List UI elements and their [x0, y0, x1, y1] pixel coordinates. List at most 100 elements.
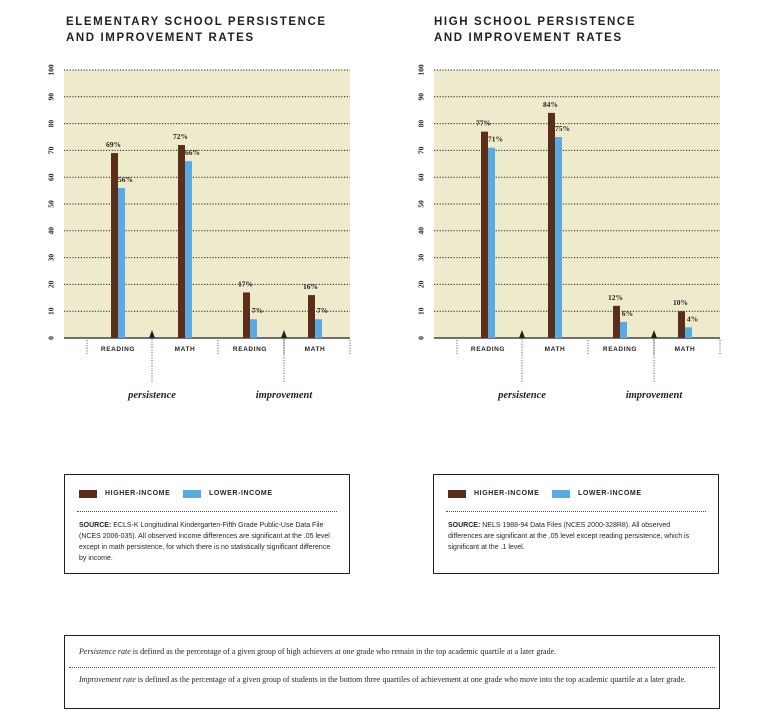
data-label: 75% — [555, 124, 570, 133]
source-note: SOURCE: ECLS-K Longitudinal Kindergarten… — [79, 520, 335, 564]
y-tick-label: 90 — [417, 93, 426, 101]
data-label: 69% — [106, 140, 121, 149]
group-label: persistence — [497, 390, 546, 401]
data-label: 16% — [303, 282, 318, 291]
chart-title: HIGH SCHOOL PERSISTENCE AND IMPROVEMENT … — [434, 14, 636, 46]
group-label: improvement — [256, 390, 314, 401]
y-tick-label: 40 — [47, 227, 56, 235]
bar-lower-income — [488, 147, 495, 338]
chart-title: ELEMENTARY SCHOOL PERSISTENCE AND IMPROV… — [66, 14, 327, 46]
y-tick-label: 100 — [417, 64, 426, 76]
high-school-chart: 0 10 20 30 40 50 60 70 80 90 100 77% 71% READING 84% 75… — [417, 64, 721, 401]
data-label: 4% — [687, 314, 698, 323]
data-label: 71% — [488, 135, 503, 144]
legend-label-lower-income: LOWER-INCOME — [209, 490, 273, 497]
definition-term: Persistence rate — [79, 647, 131, 656]
data-label: 84% — [543, 100, 558, 109]
definition-persistence: Persistence rate is defined as the perce… — [79, 646, 705, 657]
legend-label-higher-income: HIGHER-INCOME — [474, 490, 540, 497]
group-label: improvement — [626, 390, 684, 401]
source-text: ECLS-K Longitudinal Kindergarten-Fifth G… — [79, 522, 331, 562]
chart-title-line-2: AND IMPROVEMENT RATES — [66, 32, 255, 44]
y-tick-label: 10 — [47, 307, 56, 315]
bar-higher-income — [111, 153, 118, 338]
bar-higher-income — [178, 145, 185, 338]
elementary-chart: 0 10 20 30 40 50 60 70 80 90 100 69% 56% READING 72% 66… — [47, 64, 351, 401]
x-tick-label: READING — [233, 346, 267, 353]
data-label: 7% — [252, 306, 263, 315]
legend-box: HIGHER-INCOME LOWER-INCOME SOURCE: ECLS-… — [64, 474, 350, 574]
y-tick-label: 30 — [417, 254, 426, 262]
y-tick-label: 0 — [47, 336, 56, 340]
definitions-box: Persistence rate is defined as the perce… — [64, 635, 720, 709]
legend-swatch-lower-income — [183, 490, 201, 498]
y-tick-label: 20 — [47, 280, 56, 288]
y-tick-label: 50 — [417, 200, 426, 208]
bar-higher-income — [678, 311, 685, 338]
definition-term: Improvement rate — [79, 675, 136, 684]
legend-label-lower-income: LOWER-INCOME — [578, 490, 642, 497]
bar-higher-income — [481, 131, 488, 338]
x-tick-label: MATH — [545, 346, 566, 353]
x-tick-label: READING — [471, 346, 505, 353]
legend-swatch-higher-income — [79, 490, 97, 498]
bar-higher-income — [613, 305, 620, 338]
y-tick-label: 100 — [47, 64, 56, 76]
legend-swatch-lower-income — [552, 490, 570, 498]
data-label: 10% — [673, 298, 688, 307]
group-label: persistence — [127, 390, 176, 401]
definitions-divider — [69, 667, 715, 668]
definition-improvement: Improvement rate is defined as the perce… — [79, 674, 705, 685]
data-label: 56% — [118, 175, 133, 184]
data-label: 66% — [185, 148, 200, 157]
legend-swatch-higher-income — [448, 490, 466, 498]
x-tick-label: READING — [101, 346, 135, 353]
bar-higher-income — [243, 292, 250, 338]
source-text: NELS 1988-94 Data Files (NCES 2000-328R8… — [448, 522, 690, 551]
data-label: 12% — [608, 293, 623, 302]
bar-lower-income — [620, 321, 627, 338]
definition-text: is defined as the percentage of a given … — [130, 647, 557, 656]
y-tick-label: 60 — [417, 173, 426, 181]
y-tick-label: 80 — [47, 120, 56, 128]
x-tick-label: MATH — [175, 346, 196, 353]
y-tick-label: 70 — [417, 146, 426, 154]
definition-text: is defined as the percentage of a given … — [135, 675, 687, 684]
bar-higher-income — [548, 112, 555, 338]
y-tick-label: 90 — [47, 93, 56, 101]
legend: HIGHER-INCOME LOWER-INCOME — [79, 487, 399, 501]
bar-lower-income — [315, 319, 322, 338]
y-tick-label: 70 — [47, 146, 56, 154]
y-tick-label: 10 — [417, 307, 426, 315]
y-tick-label: 30 — [47, 254, 56, 262]
y-tick-label: 40 — [417, 227, 426, 235]
legend-box: HIGHER-INCOME LOWER-INCOME SOURCE: NELS … — [433, 474, 719, 574]
data-label: 72% — [173, 132, 188, 141]
data-label: 17% — [238, 279, 253, 288]
bar-lower-income — [555, 137, 562, 338]
bar-lower-income — [118, 187, 125, 338]
x-tick-label: MATH — [305, 346, 326, 353]
chart-title-line-1: HIGH SCHOOL PERSISTENCE — [434, 16, 637, 28]
source-note: SOURCE: NELS 1988-94 Data Files (NCES 20… — [448, 520, 704, 553]
x-tick-label: MATH — [675, 346, 696, 353]
legend-divider — [77, 511, 337, 512]
chart-title-line-1: ELEMENTARY SCHOOL PERSISTENCE — [66, 16, 327, 28]
bar-lower-income — [185, 161, 192, 338]
bar-lower-income — [250, 319, 257, 338]
data-label: 7% — [317, 306, 328, 315]
legend: HIGHER-INCOME LOWER-INCOME — [448, 487, 757, 501]
bar-higher-income — [308, 295, 315, 338]
chart-title-line-2: AND IMPROVEMENT RATES — [434, 32, 623, 44]
source-label: SOURCE: — [448, 522, 481, 529]
y-tick-label: 60 — [47, 173, 56, 181]
bar-lower-income — [685, 327, 692, 338]
source-label: SOURCE: — [79, 522, 112, 529]
y-tick-label: 20 — [417, 280, 426, 288]
data-label: 77% — [476, 119, 491, 128]
y-tick-label: 80 — [417, 120, 426, 128]
legend-label-higher-income: HIGHER-INCOME — [105, 490, 171, 497]
y-tick-label: 50 — [47, 200, 56, 208]
y-tick-label: 0 — [417, 336, 426, 340]
data-label: 6% — [622, 309, 633, 318]
